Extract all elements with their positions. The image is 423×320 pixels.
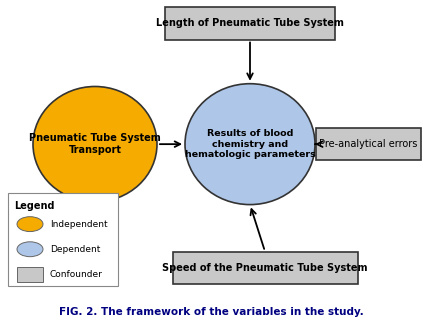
FancyBboxPatch shape (165, 7, 335, 40)
Circle shape (33, 86, 157, 202)
Text: Independent: Independent (50, 220, 107, 228)
FancyBboxPatch shape (8, 193, 118, 286)
Text: Pre-analytical errors: Pre-analytical errors (319, 139, 417, 149)
FancyBboxPatch shape (17, 267, 43, 282)
Ellipse shape (17, 242, 43, 257)
FancyBboxPatch shape (316, 128, 420, 160)
Text: Dependent: Dependent (50, 245, 100, 254)
Text: Length of Pneumatic Tube System: Length of Pneumatic Tube System (156, 18, 344, 28)
FancyBboxPatch shape (173, 252, 357, 284)
Text: Pneumatic Tube System
Transport: Pneumatic Tube System Transport (29, 133, 161, 155)
Text: Confounder: Confounder (50, 270, 103, 279)
Circle shape (185, 84, 315, 204)
Text: FIG. 2. The framework of the variables in the study.: FIG. 2. The framework of the variables i… (59, 307, 364, 317)
Text: Legend: Legend (14, 201, 55, 211)
Ellipse shape (17, 217, 43, 232)
Text: Speed of the Pneumatic Tube System: Speed of the Pneumatic Tube System (162, 263, 368, 273)
Text: Results of blood
chemistry and
hematologic parameters: Results of blood chemistry and hematolog… (184, 129, 316, 159)
